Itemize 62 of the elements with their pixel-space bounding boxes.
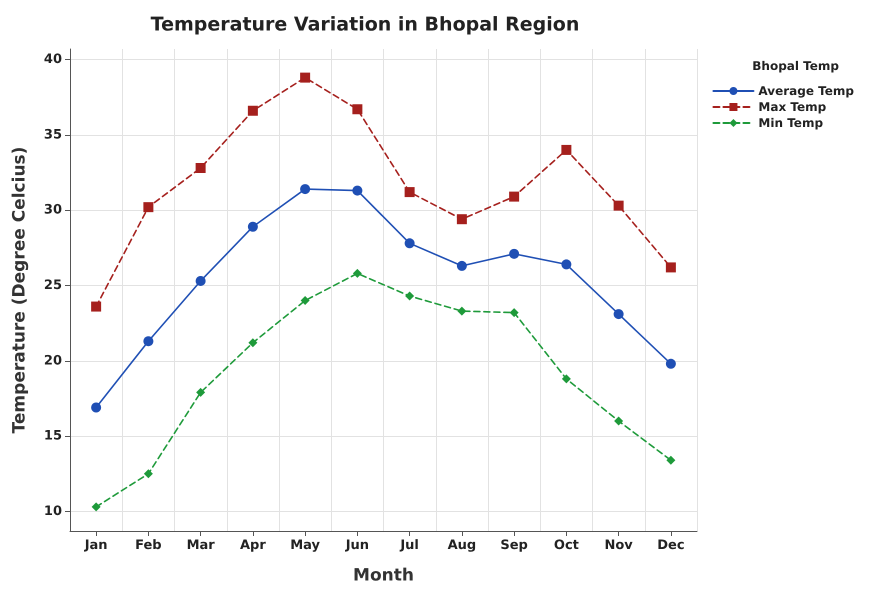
point [248,106,258,116]
point [509,192,520,202]
x-tick-label: Apr [240,538,266,553]
point [509,248,520,259]
point [457,306,466,316]
x-tick-label: Feb [135,538,162,553]
point [91,402,102,412]
legend-label: Min Temp [758,116,824,130]
x-tick-label: Jul [399,538,419,553]
point [666,262,676,272]
point [405,292,414,301]
legend-label: Max Temp [758,100,827,114]
point [248,222,258,232]
point [352,186,362,196]
point [92,502,101,512]
point [300,72,310,83]
point [143,202,154,212]
y-tick-label: 35 [44,127,62,142]
x-axis-title: Month [353,566,414,586]
point [666,358,676,369]
x-tick-label: May [290,538,321,553]
x-tick-label: Jan [84,538,108,553]
x-tick-label: Dec [657,538,685,553]
y-tick-label: 40 [44,52,62,68]
point [614,200,624,211]
x-tick-label: Sep [500,538,528,553]
x-tick-label: Aug [448,538,476,553]
point [561,144,572,155]
x-tick-label: Mar [186,538,216,553]
y-tick-label: 25 [44,278,62,293]
chart-title: Temperature Variation in Bhopal Region [150,14,580,36]
point [196,162,206,173]
point [196,276,206,286]
legend-title: Bhopal Temp [752,59,840,73]
point [352,104,362,114]
point [91,302,102,312]
y-tick-label: 10 [44,504,62,519]
point [196,388,206,397]
y-tick-label: 30 [44,202,62,218]
point [144,469,153,478]
y-tick-label: 20 [44,353,62,368]
point [404,187,415,198]
point [456,260,467,271]
point [510,308,519,318]
y-tick-label: 15 [44,428,62,444]
legend-label: Average Temp [758,84,854,98]
point [561,259,572,270]
y-axis-title: Temperature (Degree Celcius) [10,146,30,434]
point [300,296,310,306]
x-tick-label: Jun [344,538,370,553]
point [456,214,467,224]
point [143,336,154,346]
point [666,456,676,465]
point [614,416,624,426]
x-tick-label: Nov [604,538,634,553]
x-tick-label: Oct [554,538,579,553]
point [614,309,624,320]
point [562,374,571,384]
point [352,268,362,278]
point [404,238,415,248]
point [300,184,310,194]
point [248,338,258,348]
